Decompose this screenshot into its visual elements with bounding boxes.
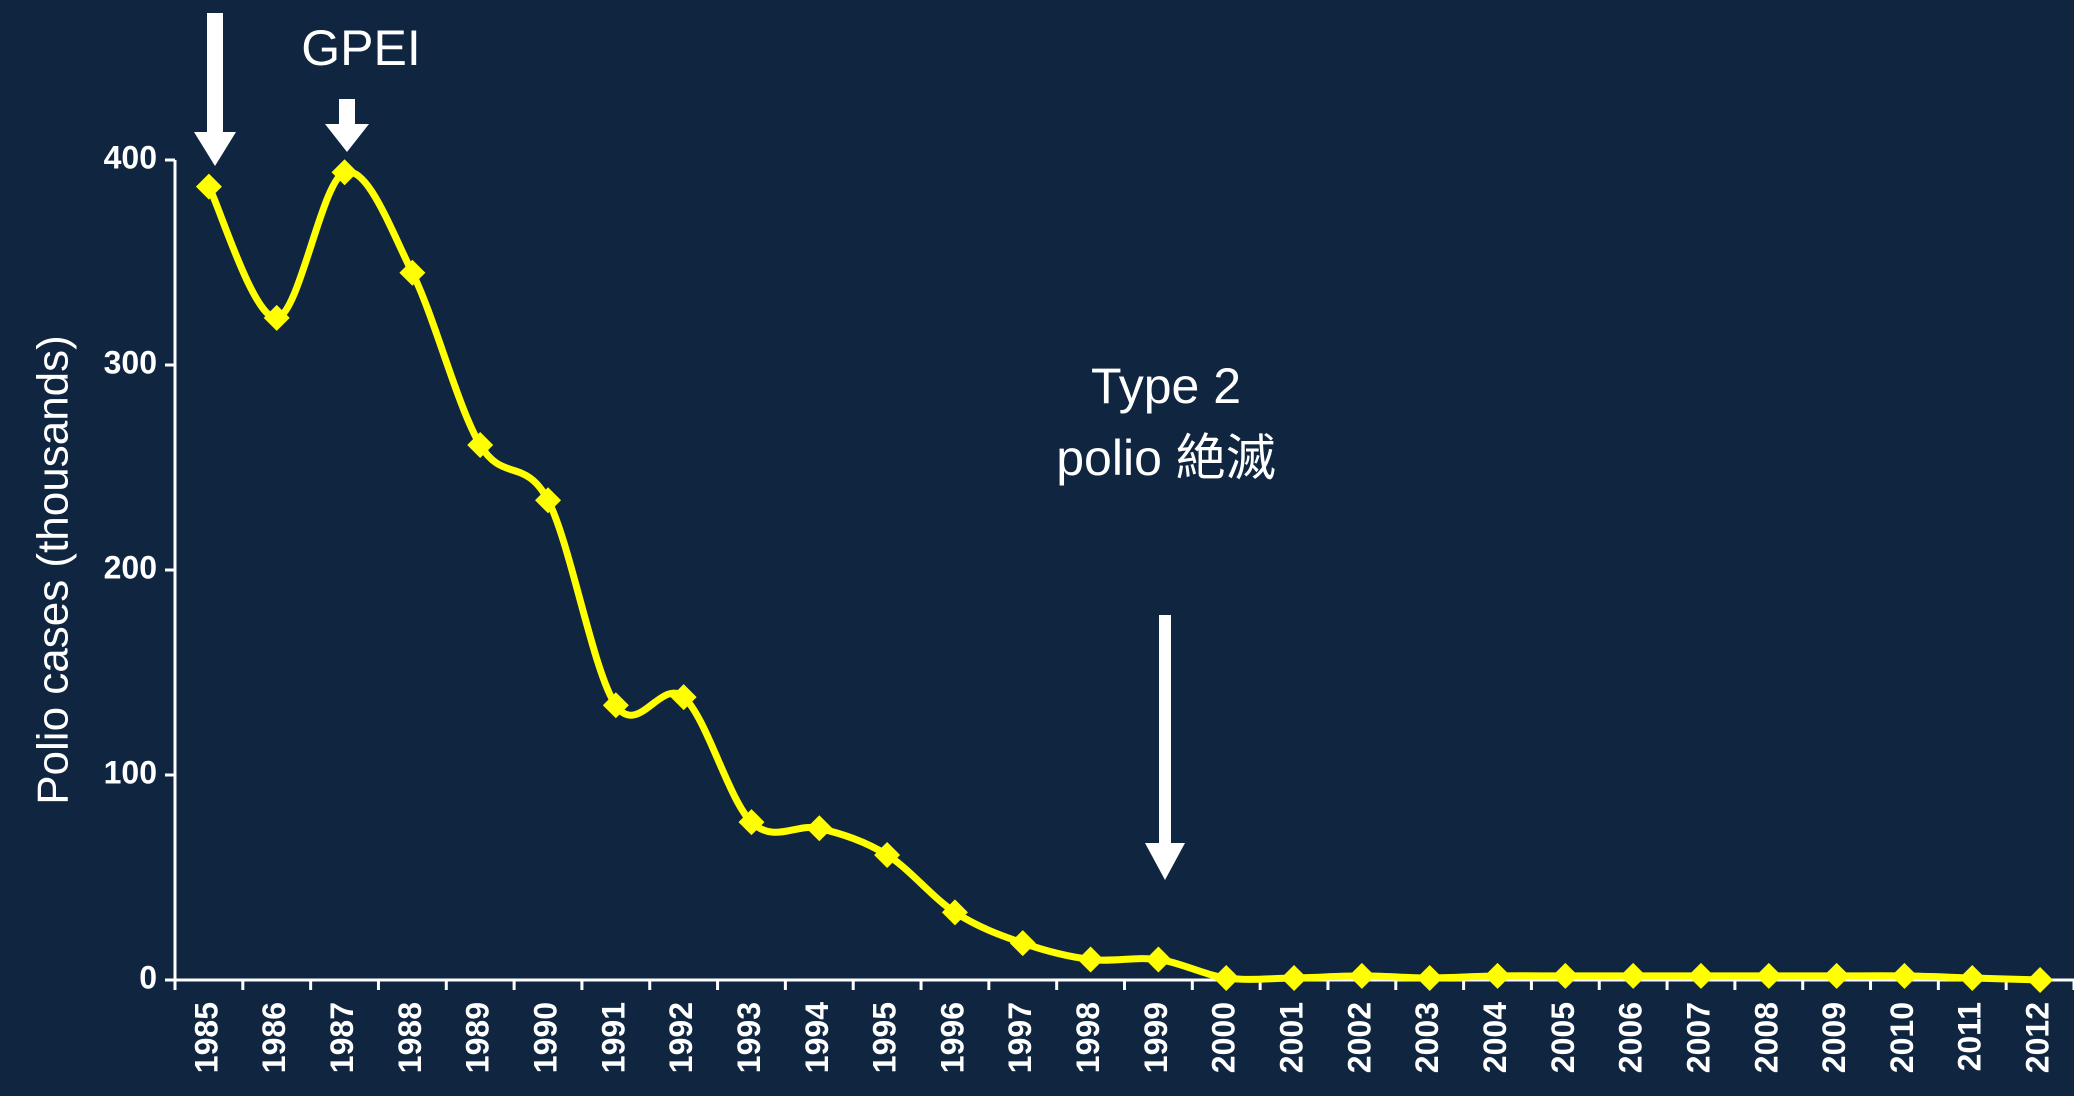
x-tick-label: 1991 <box>595 1002 631 1073</box>
x-tick-label: 1998 <box>1070 1002 1106 1073</box>
x-tick-label: 2003 <box>1409 1002 1445 1073</box>
x-tick-label: 2002 <box>1341 1002 1377 1073</box>
marker <box>331 159 358 186</box>
marker <box>2027 967 2054 993</box>
x-tick-label: 2012 <box>2020 1002 2056 1073</box>
marker <box>1959 964 1986 991</box>
arrow <box>1145 615 1185 880</box>
x-tick-label: 2011 <box>1952 1002 1988 1071</box>
x-tick-label: 2004 <box>1477 1002 1513 1073</box>
marker <box>1348 962 1375 989</box>
y-tick-label: 400 <box>104 139 157 175</box>
x-tick-label: 1997 <box>1002 1002 1038 1073</box>
marker <box>602 692 629 719</box>
x-tick-label: 1990 <box>527 1002 563 1073</box>
y-tick-label: 300 <box>104 344 157 380</box>
x-tick-label: 2005 <box>1545 1002 1581 1073</box>
x-tick-label: 2007 <box>1680 1002 1716 1073</box>
marker <box>1620 962 1647 989</box>
x-tick-label: 2006 <box>1613 1002 1649 1073</box>
marker <box>1009 930 1036 957</box>
x-tick-label: 1993 <box>731 1002 767 1073</box>
marker <box>1755 962 1782 989</box>
x-tick-label: 1985 <box>188 1002 224 1073</box>
marker <box>874 841 901 868</box>
y-tick-label: 200 <box>104 549 157 585</box>
x-tick-label: 1992 <box>663 1002 699 1073</box>
marker <box>1687 962 1714 989</box>
marker <box>467 431 494 458</box>
y-axis-label: Polio cases (thousands) <box>29 335 78 805</box>
x-tick-label: 2009 <box>1816 1002 1852 1073</box>
x-tick-label: 1995 <box>867 1002 903 1073</box>
marker <box>399 259 426 286</box>
marker <box>195 173 222 200</box>
annotation: Type 2 <box>1091 358 1241 414</box>
x-tick-label: 1986 <box>256 1002 292 1073</box>
x-tick-label: 1996 <box>934 1002 970 1073</box>
x-tick-label: 1989 <box>460 1002 496 1073</box>
marker <box>1823 962 1850 989</box>
marker <box>1416 964 1443 991</box>
x-tick-label: 1994 <box>799 1002 835 1073</box>
marker <box>1891 962 1918 989</box>
x-tick-label: 2008 <box>1748 1002 1784 1073</box>
arrows <box>194 13 1185 880</box>
marker <box>941 899 968 926</box>
x-tick-label: 2010 <box>1884 1002 1920 1073</box>
marker <box>263 304 290 331</box>
marker <box>806 815 833 842</box>
marker <box>1484 962 1511 989</box>
marker <box>1552 962 1579 989</box>
annotation: polio 絶滅 <box>1056 430 1276 486</box>
y-tick-label: 100 <box>104 754 157 790</box>
x-tick-label: 2001 <box>1274 1002 1310 1073</box>
x-tick-label: 1987 <box>324 1002 360 1073</box>
marker <box>1213 964 1240 991</box>
marker <box>1281 964 1308 991</box>
x-tick-label: 2000 <box>1206 1002 1242 1073</box>
arrow <box>325 99 369 152</box>
x-tick-label: 1988 <box>392 1002 428 1073</box>
arrow <box>194 13 236 166</box>
marker <box>1145 946 1172 973</box>
annotation: GPEI <box>301 20 420 76</box>
x-tick-label: 1999 <box>1138 1002 1174 1073</box>
marker <box>535 487 562 514</box>
y-tick-label: 0 <box>139 959 157 995</box>
marker <box>1077 946 1104 973</box>
marker <box>738 809 765 836</box>
marker <box>670 684 697 711</box>
